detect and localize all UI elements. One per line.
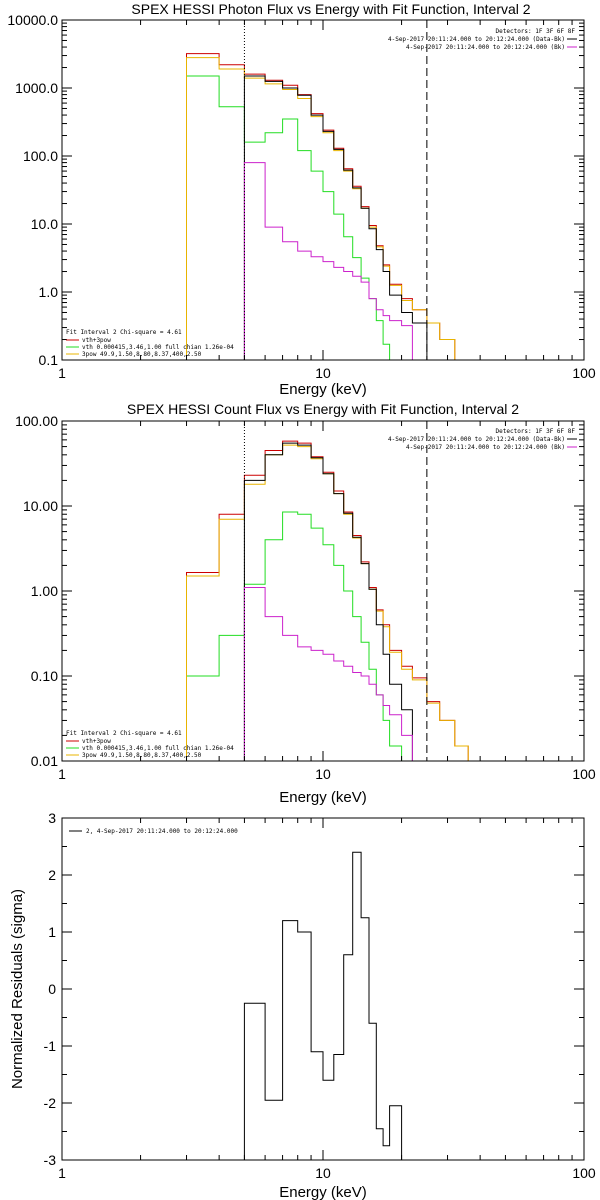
residuals-y-tick-label: 3 bbox=[48, 810, 56, 826]
photon-flux-y-tick-label: 100.0 bbox=[23, 148, 58, 164]
photon-flux-series-green bbox=[186, 75, 427, 361]
count-flux-title: SPEX HESSI Count Flux vs Energy with Fit… bbox=[127, 401, 519, 417]
count-flux-series-green bbox=[186, 511, 413, 762]
count-flux-y-tick-label: 10.00 bbox=[23, 498, 58, 514]
count-flux-x-axis-label: Energy (keV) bbox=[279, 789, 367, 806]
residuals-x-axis-label: Energy (keV) bbox=[279, 1184, 367, 1200]
photon-flux-series-black bbox=[243, 75, 428, 360]
count-flux-y-tick-label: 100.00 bbox=[15, 413, 58, 429]
count-flux-legend-data-bk: 4-Sep-2017 20:11:24.000 to 20:12:24.000 … bbox=[388, 436, 565, 443]
count-flux-legend-fit-interval: Fit Interval 2 Chi-square = 4.61 bbox=[66, 730, 182, 737]
photon-flux-legend-data-bk: 4-Sep-2017 20:11:24.000 to 20:12:24.000 … bbox=[388, 36, 565, 43]
photon-flux-legend-detectors: Detectors: 1F 3F 6F 8F bbox=[496, 28, 576, 35]
photon-flux-series-red bbox=[186, 53, 469, 361]
photon-flux-x-tick-label: 10 bbox=[315, 365, 331, 381]
residuals-y-tick-label: -2 bbox=[44, 1095, 57, 1111]
photon-flux-x-axis-label: Energy (keV) bbox=[279, 381, 367, 398]
count-flux-x-tick-label: 100 bbox=[572, 766, 596, 782]
photon-flux-y-tick-label: 1.0 bbox=[39, 284, 59, 300]
count-flux-y-tick-label: 0.01 bbox=[31, 753, 58, 769]
photon-flux-series-magenta bbox=[243, 162, 413, 360]
photon-flux-y-tick-label: 10.0 bbox=[31, 216, 58, 232]
count-flux-legend-vth: vth 0.000415,3.46,1.00 full chian 1.26e-… bbox=[82, 745, 234, 752]
residuals-y-tick-label: -3 bbox=[44, 1152, 57, 1168]
count-flux-y-tick-label: 0.10 bbox=[31, 668, 58, 684]
residuals-y-tick-label: -1 bbox=[44, 1038, 57, 1054]
count-flux-x-tick-label: 1 bbox=[58, 766, 66, 782]
photon-flux-panel: SPEX HESSI Photon Flux vs Energy with Fi… bbox=[7, 1, 596, 398]
count-flux-legend-detectors: Detectors: 1F 3F 6F 8F bbox=[496, 428, 576, 435]
photon-flux-legend-bk: 4-Sep-2017 20:11:24.000 to 20:12:24.000 … bbox=[406, 44, 565, 51]
residuals-y-tick-label: 2 bbox=[48, 867, 56, 883]
photon-flux-x-tick-label: 1 bbox=[58, 365, 66, 381]
photon-flux-title: SPEX HESSI Photon Flux vs Energy with Fi… bbox=[131, 1, 530, 17]
residuals-y-tick-label: 1 bbox=[48, 924, 56, 940]
count-flux-panel: SPEX HESSI Count Flux vs Energy with Fit… bbox=[15, 401, 596, 806]
photon-flux-y-tick-label: 10000.0 bbox=[7, 12, 58, 28]
count-flux-series-black bbox=[243, 442, 413, 761]
photon-flux-legend-3pow: 3pow 49.9,1.50,8.80,8.37,400,2.50 bbox=[82, 351, 202, 358]
photon-flux-y-tick-label: 0.1 bbox=[39, 352, 59, 368]
count-flux-legend-vth3pow: vth+3pow bbox=[82, 738, 111, 745]
photon-flux-x-tick-label: 100 bbox=[572, 365, 596, 381]
residuals-x-tick-label: 100 bbox=[572, 1165, 596, 1181]
residuals-x-tick-label: 1 bbox=[58, 1165, 66, 1181]
count-flux-x-tick-label: 10 bbox=[315, 766, 331, 782]
photon-flux-legend-vth: vth 0.000415,3.46,1.00 full chian 1.26e-… bbox=[82, 344, 234, 351]
residuals-x-tick-label: 10 bbox=[315, 1165, 331, 1181]
count-flux-legend-bk: 4-Sep-2017 20:11:24.000 to 20:12:24.000 … bbox=[406, 444, 565, 451]
photon-flux-y-tick-label: 1000.0 bbox=[15, 80, 58, 96]
photon-flux-legend-vth3pow: vth+3pow bbox=[82, 337, 111, 344]
count-flux-y-tick-label: 1.00 bbox=[31, 583, 58, 599]
residuals-panel: -3 -2 -1 0 1 2 3 1 10 100 Energy (keV) Normalize… bbox=[9, 810, 596, 1200]
residuals-legend-entry: 2, 4-Sep-2017 20:11:24.000 to 20:12:24.0… bbox=[86, 828, 238, 835]
count-flux-legend-3pow: 3pow 49.9,1.50,8.80,8.37,400,2.50 bbox=[82, 752, 202, 759]
residuals-series-black bbox=[243, 851, 427, 1161]
photon-flux-series-orange bbox=[186, 57, 469, 361]
photon-flux-legend-fit-interval: Fit Interval 2 Chi-square = 4.61 bbox=[66, 329, 182, 336]
residuals-y-tick-label: 0 bbox=[48, 981, 56, 997]
residuals-plot-frame bbox=[61, 817, 585, 1161]
count-flux-series-red bbox=[186, 440, 469, 761]
count-flux-series-magenta bbox=[243, 587, 413, 761]
count-flux-series-orange bbox=[186, 444, 469, 761]
residuals-y-axis-label: Normalized Residuals (sigma) bbox=[9, 889, 26, 1089]
